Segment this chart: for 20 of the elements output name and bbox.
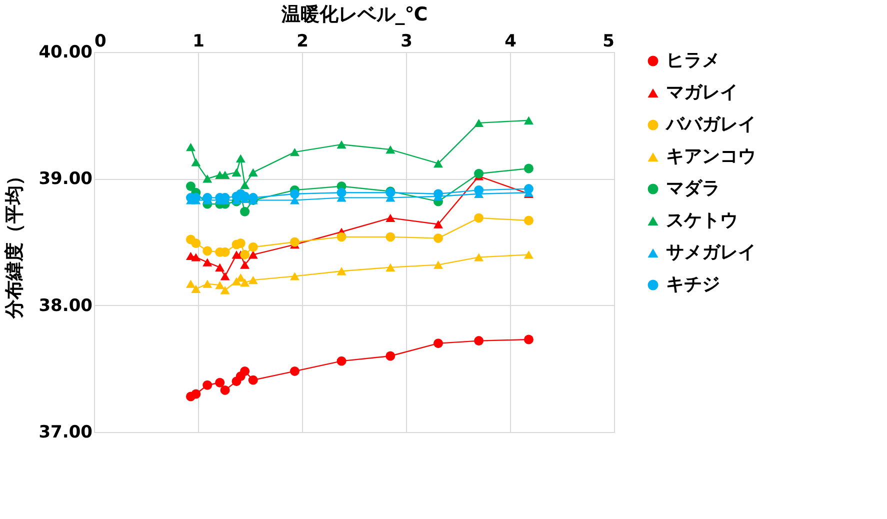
x-tick-label: 0 — [94, 32, 106, 52]
y-tick-label: 38.00 — [38, 296, 93, 316]
x-tick-label: 2 — [296, 32, 308, 52]
legend-label: キアンコウ — [666, 146, 756, 167]
legend-label: キチジ — [666, 274, 720, 295]
y-tick-label: 40.00 — [38, 42, 93, 62]
legend-label: スケトウ — [666, 210, 738, 231]
legend-label: ババガレイ — [665, 114, 756, 135]
legend-label: ヒラメ — [666, 50, 720, 71]
x-axis-title: 温暖化レベル_℃ — [280, 4, 428, 26]
x-tick-label: 5 — [602, 32, 614, 52]
legend-label: サメガレイ — [666, 242, 756, 263]
x-tick-label: 3 — [400, 32, 412, 52]
x-tick-label: 1 — [192, 32, 204, 52]
y-tick-label: 39.00 — [38, 169, 93, 190]
x-tick-label: 4 — [504, 32, 517, 52]
legend-label: マガレイ — [666, 82, 738, 103]
legend-label: マダラ — [666, 178, 720, 199]
y-tick-label: 37.00 — [38, 422, 93, 442]
y-axis-title: 分布緯度（平均） — [4, 166, 26, 320]
